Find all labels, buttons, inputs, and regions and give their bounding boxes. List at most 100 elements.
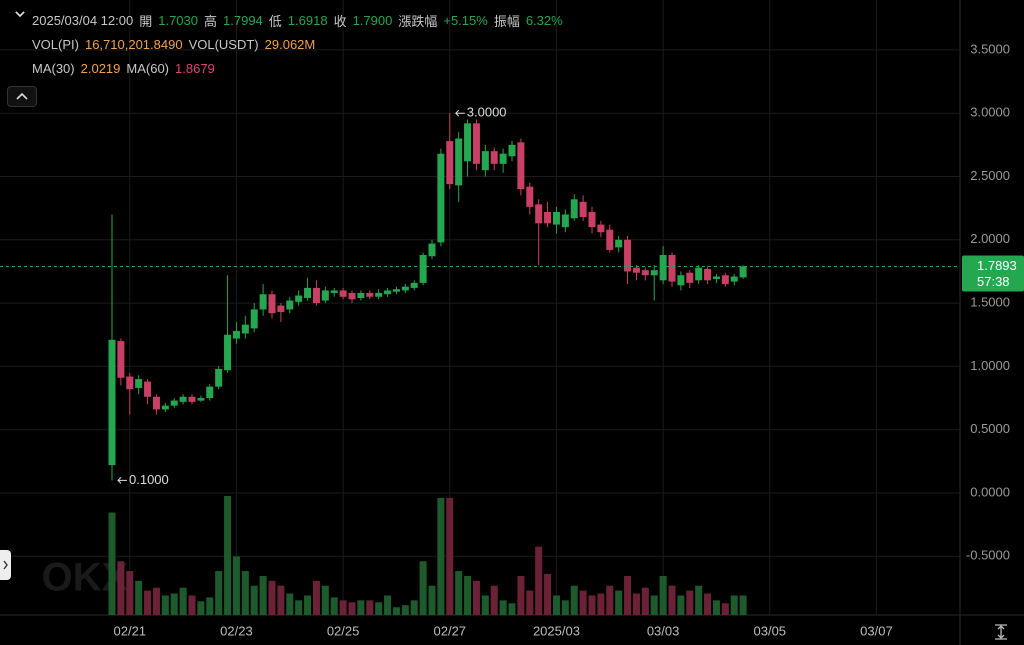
candle-body bbox=[312, 287, 320, 304]
candle-body bbox=[410, 282, 418, 288]
volume-bar bbox=[650, 595, 658, 615]
volume-bar bbox=[659, 575, 667, 615]
candle-body bbox=[161, 405, 169, 410]
candle-body bbox=[730, 276, 738, 282]
annotation-arrow bbox=[117, 476, 127, 484]
candle-body bbox=[241, 324, 249, 334]
field-label: MA(60) bbox=[126, 60, 170, 76]
volume-bar bbox=[348, 602, 356, 615]
volume-bar bbox=[179, 587, 187, 615]
collapse-button[interactable] bbox=[7, 86, 37, 107]
volume-bar bbox=[410, 600, 418, 615]
volume-bar bbox=[615, 590, 623, 615]
volume-bar bbox=[597, 593, 605, 615]
candle-body bbox=[108, 339, 116, 466]
candle-body bbox=[170, 400, 178, 406]
field-value: 1.7900 bbox=[352, 12, 393, 28]
volume-bar bbox=[366, 600, 374, 615]
volume-bar bbox=[250, 585, 258, 615]
field-value: 1.7030 bbox=[158, 12, 198, 28]
annotation-arrow bbox=[455, 109, 465, 117]
volume-bar bbox=[544, 574, 552, 615]
candle-body bbox=[428, 243, 436, 257]
x-tick-label: 02/25 bbox=[327, 623, 360, 638]
volume-bar bbox=[517, 575, 525, 615]
volume-bar bbox=[588, 595, 596, 615]
volume-bar bbox=[224, 495, 232, 615]
candle-body bbox=[384, 290, 392, 295]
scale-toggle[interactable] bbox=[991, 622, 1011, 642]
header-row: MA(30) 2.0219 MA(60) 1.8679 bbox=[14, 11, 563, 80]
volume-bar bbox=[446, 497, 454, 615]
y-tick-label: 1.0000 bbox=[970, 358, 1010, 373]
candle-body bbox=[144, 381, 152, 397]
x-tick-label: 02/21 bbox=[114, 623, 147, 638]
candle-body bbox=[481, 151, 489, 171]
candle-body bbox=[588, 211, 596, 228]
volume-bar bbox=[357, 600, 365, 615]
field-label: VOL(PI) bbox=[32, 36, 79, 52]
field-value: 16,710,201.8490 bbox=[84, 36, 183, 52]
field-value: 29.062M bbox=[264, 36, 316, 52]
field-value: +5.15% bbox=[443, 12, 488, 28]
volume-bar bbox=[321, 585, 329, 615]
candle-body bbox=[455, 138, 463, 186]
volume-bar bbox=[268, 580, 276, 615]
candle-body bbox=[437, 153, 445, 243]
candle-body bbox=[561, 214, 569, 228]
last-price-label: 1.7893 bbox=[977, 258, 1017, 273]
candle-body bbox=[330, 290, 338, 293]
candle-body bbox=[295, 295, 303, 302]
volume-bar bbox=[126, 571, 134, 615]
candle-body bbox=[135, 379, 143, 388]
volume-bar bbox=[215, 571, 223, 615]
candle-body bbox=[117, 341, 125, 378]
candle-body bbox=[552, 211, 560, 225]
timestamp: 2025/03/04 12:00 bbox=[32, 12, 134, 28]
candle-body bbox=[188, 396, 196, 402]
volume-bar bbox=[392, 607, 400, 615]
volume-bar bbox=[197, 601, 205, 615]
candle-body bbox=[304, 287, 312, 299]
candle-body bbox=[224, 334, 232, 371]
volume-bar bbox=[375, 602, 383, 615]
candle-body bbox=[650, 270, 658, 276]
volume-bar bbox=[384, 595, 392, 615]
field-label: 振幅 bbox=[493, 13, 520, 29]
field-label: 開 bbox=[139, 13, 153, 29]
last-price-box bbox=[962, 255, 1024, 292]
candle-body bbox=[339, 290, 347, 297]
candle-body bbox=[401, 286, 409, 291]
candle-body bbox=[126, 376, 134, 390]
x-tick-label: 02/23 bbox=[220, 623, 253, 638]
candle-body bbox=[259, 294, 267, 310]
volume-bar bbox=[108, 512, 116, 615]
candle-body bbox=[392, 289, 400, 292]
volume-bar bbox=[170, 593, 178, 615]
candle-body bbox=[206, 386, 214, 399]
candle-body bbox=[606, 229, 614, 250]
volume-bar bbox=[455, 571, 463, 615]
volume-bar bbox=[686, 590, 694, 615]
field-value: 2.0219 bbox=[80, 60, 121, 76]
candle-body bbox=[517, 142, 525, 190]
side-tab[interactable] bbox=[0, 550, 11, 580]
volume-bar bbox=[419, 561, 427, 615]
volume-bar bbox=[428, 585, 436, 615]
volume-bar bbox=[117, 561, 125, 615]
candle-body bbox=[490, 151, 498, 164]
candle-body bbox=[570, 199, 578, 219]
volume-bar bbox=[144, 590, 152, 615]
candle-body bbox=[544, 211, 552, 224]
volume-bar bbox=[490, 585, 498, 615]
candle-body bbox=[215, 368, 223, 387]
x-tick-label: 2025/03 bbox=[533, 623, 580, 638]
candle-body bbox=[579, 201, 587, 218]
volume-bar bbox=[535, 546, 543, 615]
candle-body bbox=[686, 272, 694, 283]
volume-bar bbox=[499, 600, 507, 615]
volume-bar bbox=[241, 571, 249, 615]
volume-bar bbox=[152, 587, 160, 615]
volume-bar bbox=[286, 593, 294, 615]
candle-body bbox=[464, 123, 472, 162]
